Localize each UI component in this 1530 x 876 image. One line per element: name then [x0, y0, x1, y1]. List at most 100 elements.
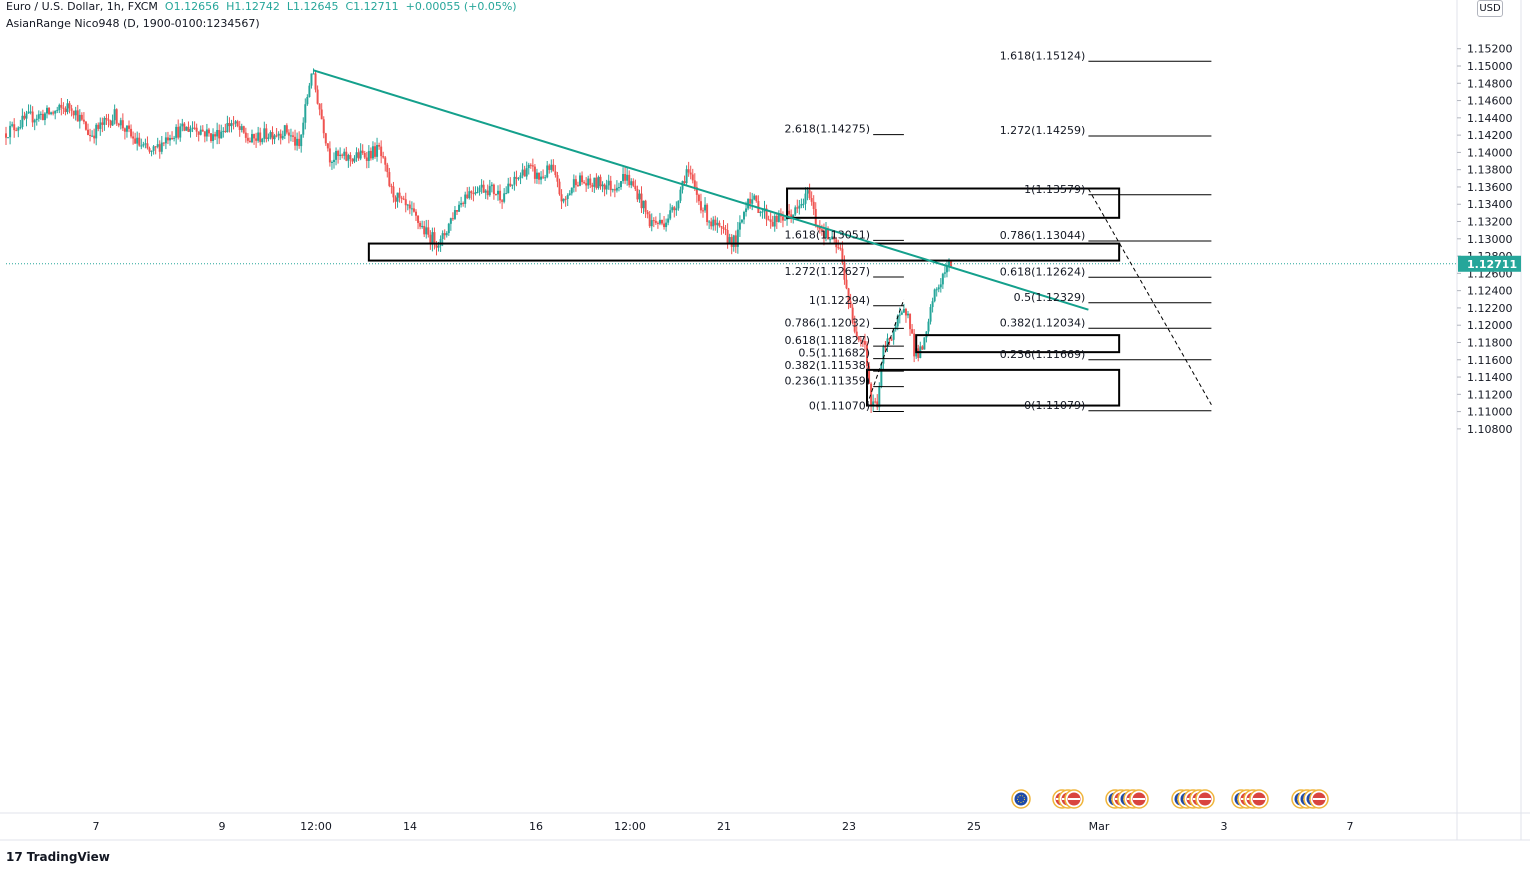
candle-body — [240, 126, 243, 130]
candle-body — [214, 134, 217, 137]
x-tick-label: 12:00 — [614, 820, 646, 833]
ohlc-low: L1.12645 — [286, 0, 339, 13]
candle-body — [423, 225, 426, 235]
candle-body — [714, 219, 717, 226]
candle-body — [755, 195, 758, 202]
candle-body — [607, 180, 610, 186]
zone-rectangle-4[interactable] — [866, 368, 1121, 407]
candle-body — [718, 222, 721, 227]
candle-body — [909, 313, 912, 330]
candle-body — [796, 207, 799, 209]
candle-body — [117, 123, 120, 126]
candle-body — [169, 137, 171, 141]
candle-body — [613, 189, 616, 191]
candle-body — [351, 158, 354, 162]
candle-body — [339, 154, 342, 157]
candle-body — [210, 133, 212, 141]
candle-body — [531, 165, 534, 167]
fib-right-level-label: 0.382(1.12034) — [1000, 316, 1086, 329]
candle-body — [435, 244, 438, 248]
fib-dashed-guide-1[interactable] — [866, 299, 905, 406]
candle-body — [611, 189, 614, 191]
tradingview-logo[interactable]: 17 TradingView — [6, 850, 110, 864]
candle-body — [267, 137, 270, 139]
candle-body — [595, 177, 598, 188]
candle-body — [316, 89, 319, 104]
symbol-title[interactable]: Euro / U.S. Dollar, 1h, FXCM — [6, 0, 158, 13]
candle-body — [302, 122, 305, 135]
candle-body — [827, 228, 830, 240]
y-tick-label: 1.13400 — [1467, 198, 1513, 211]
candle-body — [640, 193, 643, 209]
candle-body — [802, 203, 805, 205]
candle-body — [421, 225, 424, 227]
candle-body — [929, 307, 932, 322]
zone-rectangle-1[interactable] — [786, 187, 1121, 219]
candle-body — [185, 126, 188, 131]
candle-body — [468, 191, 471, 199]
candle-body — [132, 136, 135, 139]
candle-body — [294, 136, 297, 146]
descending-trendline[interactable] — [313, 69, 1089, 311]
candle-body — [538, 172, 540, 180]
candle-body — [335, 150, 338, 160]
candle-body — [564, 198, 567, 200]
currency-button[interactable]: USD — [1477, 0, 1503, 17]
candle-body — [661, 219, 663, 224]
zone-rectangle-3[interactable] — [915, 334, 1121, 354]
candle-body — [119, 120, 122, 126]
candle-body — [320, 109, 323, 120]
candle-body — [552, 164, 555, 172]
candle-body — [560, 194, 563, 202]
fib-dashed-guide-2[interactable] — [1087, 188, 1212, 406]
candle-body — [558, 181, 561, 195]
zone-rectangle-2[interactable] — [367, 242, 1121, 262]
candle-body — [603, 184, 606, 190]
indicator-label[interactable]: AsianRange Nico948 (D, 1900-0100:1234567… — [6, 17, 260, 30]
fib-right-level-label: 1.618(1.15124) — [1000, 49, 1086, 62]
candle-body — [773, 215, 776, 227]
candle-body — [333, 159, 335, 163]
candle-body — [636, 189, 639, 200]
last-price-badge — [1458, 255, 1521, 272]
fib-right-level-label: 0(1.11079) — [1024, 399, 1085, 412]
eu-flag-stars — [1017, 795, 1025, 803]
eu-flag-icon[interactable] — [1014, 792, 1028, 806]
candle-body — [246, 137, 249, 141]
candle-body — [113, 109, 116, 121]
candle-body — [599, 176, 602, 187]
candle-body — [29, 111, 32, 113]
candle-body — [490, 184, 493, 187]
candle-body — [800, 204, 803, 206]
candle-body — [109, 120, 112, 126]
candle-body — [105, 117, 108, 120]
candle-body — [708, 221, 711, 223]
candle-body — [199, 129, 202, 135]
candle-body — [669, 210, 672, 219]
candle-body — [197, 131, 200, 135]
y-tick-label: 1.11200 — [1467, 388, 1513, 401]
candle-body — [134, 138, 137, 144]
candle-body — [937, 287, 940, 290]
candle-body — [458, 204, 461, 212]
candle-body — [900, 312, 903, 315]
x-tick-label: 12:00 — [300, 820, 332, 833]
candle-body — [19, 127, 22, 129]
candle-body — [529, 164, 532, 166]
candle-body — [775, 215, 778, 222]
candle-body — [677, 200, 680, 209]
candle-body — [507, 183, 510, 194]
candle-body — [911, 329, 914, 334]
candle-body — [390, 185, 393, 187]
candle-body — [605, 185, 608, 190]
candle-body — [896, 315, 899, 327]
candle-body — [76, 110, 79, 122]
candle-body — [517, 178, 520, 180]
candle-body — [324, 133, 327, 144]
candle-body — [408, 204, 411, 209]
candle-body — [66, 103, 69, 113]
candle-body — [296, 138, 299, 146]
candle-body — [790, 214, 793, 219]
candle-body — [907, 313, 909, 316]
